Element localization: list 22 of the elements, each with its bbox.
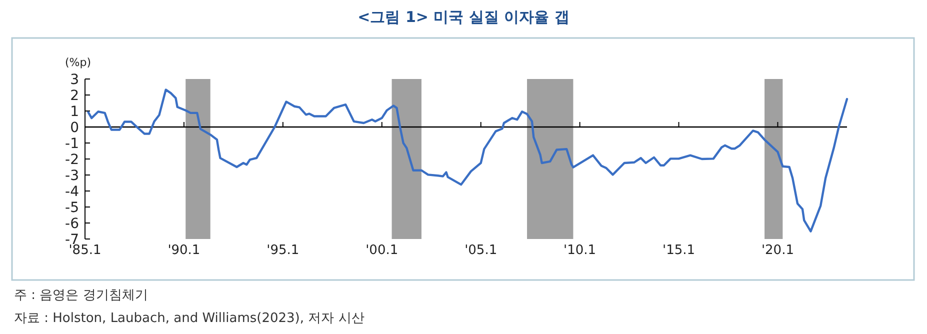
y-tick-label: -6 [65, 216, 80, 232]
y-axis-title: (%p) [65, 56, 92, 69]
y-tick-label: -3 [65, 168, 79, 184]
y-tick-label: -5 [65, 200, 79, 216]
x-tick-label: '05.1 [464, 243, 498, 258]
x-tick-label: '90.1 [168, 243, 200, 258]
x-tick-label: '20.1 [761, 243, 794, 258]
text: 자료 : Holston, Laubach, and Williams(2023), 저자 시산 [14, 311, 364, 326]
x-tick-label: '95.1 [266, 243, 300, 258]
y-tick-label: 3 [70, 72, 79, 88]
line-series [87, 88, 848, 232]
y-tick-label: -4 [65, 184, 80, 200]
x-tick-label: '10.1 [564, 243, 596, 258]
x-tick-label: '00.1 [366, 243, 398, 258]
chart-title: <그림 1> 미국 실질 이자율 갭 [358, 8, 570, 26]
y-tick-label: 2 [70, 88, 79, 104]
y-tick-label: 0 [70, 120, 79, 136]
text: 주 : 음영은 경기침체기 [14, 288, 148, 303]
y-tick-label: -2 [65, 152, 79, 168]
y-tick-label: 1 [70, 104, 79, 120]
x-tick-label: '15.1 [662, 243, 696, 258]
y-tick-label: -1 [65, 136, 79, 152]
